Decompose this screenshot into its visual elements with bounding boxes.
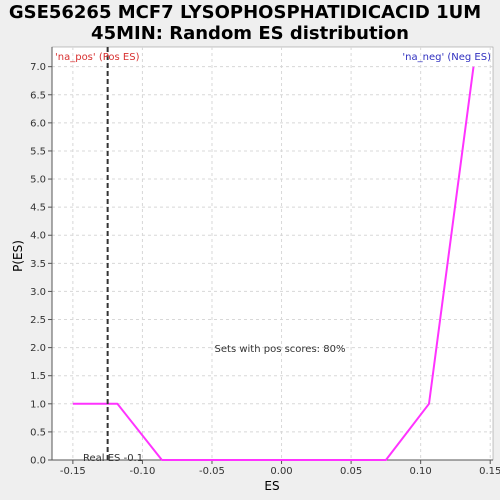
chart-title-line2: 45MIN: Random ES distribution — [91, 23, 409, 44]
y-tick-label: 5.0 — [30, 175, 46, 186]
plot-area — [51, 46, 494, 461]
y-tick-label: 3.5 — [30, 259, 46, 270]
pos-scores-annotation: Sets with pos scores: 80% — [215, 344, 346, 355]
y-tick-label: 5.5 — [30, 146, 46, 157]
y-tick-label: 1.0 — [30, 399, 46, 410]
x-tick-label: 0.15 — [479, 466, 500, 477]
neg-es-label: 'na_neg' (Neg ES) — [402, 52, 491, 63]
y-tick-label: 1.5 — [30, 371, 46, 382]
y-tick-label: 2.5 — [30, 315, 46, 326]
y-tick-label: 0.0 — [30, 456, 46, 467]
y-tick-label: 2.0 — [30, 343, 46, 354]
y-tick-label: 3.0 — [30, 287, 46, 298]
x-tick-label: 0.05 — [340, 466, 362, 477]
real-es-label: Real ES -0.1 — [83, 453, 143, 464]
es-distribution-line — [72, 66, 475, 461]
y-tick-label: 7.0 — [30, 62, 46, 73]
x-tick-label: 0.10 — [410, 466, 432, 477]
y-tick-label: 6.0 — [30, 118, 46, 129]
x-tick-label: -0.15 — [60, 466, 86, 477]
y-tick-label: 6.5 — [30, 90, 46, 101]
x-tick-label: -0.10 — [129, 466, 155, 477]
pos-es-label: 'na_pos' (Pos ES) — [55, 52, 140, 63]
x-tick-label: 0.00 — [270, 466, 292, 477]
series-layer — [72, 66, 475, 461]
y-tick-label: 4.5 — [30, 203, 46, 214]
y-tick-label: 4.0 — [30, 231, 46, 242]
chart-title-line1: GSE56265 MCF7 LYSOPHOSPHATIDICACID 1UM — [9, 2, 481, 23]
y-tick-label: 0.5 — [30, 427, 46, 438]
y-axis-label: P(ES) — [11, 240, 25, 272]
x-tick-label: -0.05 — [199, 466, 225, 477]
x-axis-label: ES — [264, 479, 279, 493]
